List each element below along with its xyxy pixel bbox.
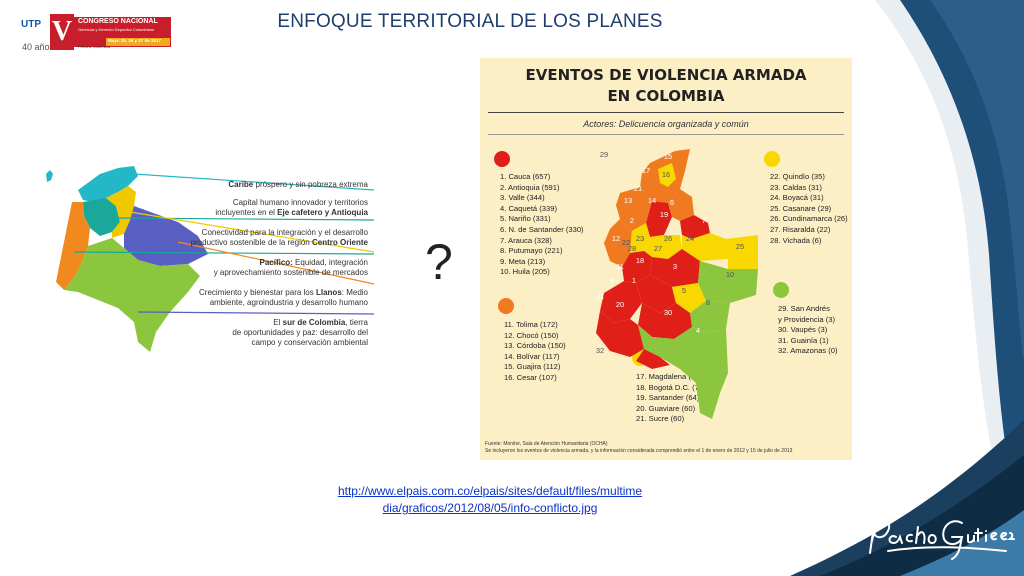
region-llanos-label: Crecimiento y bienestar para los Llanos:…: [168, 288, 368, 308]
territorial-map: Caribe próspero y sin pobreza extrema Ca…: [38, 162, 378, 354]
map-label: 9: [610, 276, 614, 285]
list-item: 31. Guainía (1): [778, 336, 838, 347]
list-red: 1. Cauca (657) 2. Antioquia (591) 3. Val…: [500, 172, 584, 278]
list-item: 24. Boyacá (31): [770, 193, 848, 204]
legend-dot-orange: [498, 298, 514, 314]
map-label: 25: [736, 242, 744, 251]
list-item: 13. Córdoba (150): [504, 341, 566, 352]
map-label: 14: [648, 196, 656, 205]
list-item: 23. Caldas (31): [770, 183, 848, 194]
list-green: 29. San Andrés y Providencia (3) 30. Vau…: [778, 304, 838, 357]
congress-dates: Mayo 25, 26 y 27 de 2017: [108, 38, 161, 43]
list-item: 25. Casanare (29): [770, 204, 848, 215]
map-label: 16: [662, 170, 670, 179]
region-pacifico-label: Pacífico: Equidad, integración y aprovec…: [168, 258, 368, 278]
violence-infographic: EVENTOS DE VIOLENCIA ARMADA EN COLOMBIA …: [480, 58, 852, 460]
list-item: 15. Guajira (112): [504, 362, 566, 373]
list-item: 30. Vaupés (3): [778, 325, 838, 336]
congress-place: Pereira, Colombia: [78, 44, 110, 49]
map-label: 29: [600, 150, 608, 159]
map-label: 6: [670, 198, 674, 207]
list-yellow-b: 22. Quindío (35) 23. Caldas (31) 24. Boy…: [770, 172, 848, 246]
list-item: 2. Antioquia (591): [500, 183, 584, 194]
department-map: 29 15 17 16 21 13 14 6 2 19 7 12 22 23 2…: [580, 143, 760, 423]
list-item: 8. Putumayo (221): [500, 246, 584, 257]
legend-dot-yellow-b: [764, 151, 780, 167]
list-item: 5. Nariño (331): [500, 214, 584, 225]
list-item: 1. Cauca (657): [500, 172, 584, 183]
map-label: 13: [624, 196, 632, 205]
list-item: 4. Caquetá (339): [500, 204, 584, 215]
map-label: 7: [702, 216, 706, 225]
subtitle-divider: [488, 134, 844, 135]
map-label: 23: [636, 234, 644, 243]
list-item: 32. Amazonas (0): [778, 346, 838, 357]
signature: [866, 505, 1016, 565]
map-label: 21: [634, 184, 642, 193]
map-label: 8: [706, 298, 710, 307]
list-item: y Providencia (3): [778, 315, 838, 326]
map-label: 2: [630, 216, 634, 225]
map-label: 3: [673, 262, 677, 271]
map-label: 17: [642, 166, 650, 175]
source-note: Fuente: Monitor, Sala de Atención Humani…: [485, 441, 792, 455]
slide-title: ENFOQUE TERRITORIAL DE LOS PLANES: [0, 11, 940, 33]
list-item: 6. N. de Santander (330): [500, 225, 584, 236]
list-item: 29. San Andrés: [778, 304, 838, 315]
map-label: 1: [632, 276, 636, 285]
list-item: 9. Meta (213): [500, 257, 584, 268]
map-label: 12: [612, 234, 620, 243]
map-label: 30: [664, 308, 672, 317]
map-label: 15: [664, 152, 672, 161]
legend-dot-red: [494, 151, 510, 167]
list-orange: 11. Tolima (172) 12. Chocó (150) 13. Cór…: [504, 320, 566, 384]
title-divider: [488, 112, 844, 113]
map-label: 18: [636, 256, 644, 265]
map-label: 10: [726, 270, 734, 279]
map-label: 19: [660, 210, 668, 219]
list-item: 14. Bolívar (117): [504, 352, 566, 363]
question-mark: ?: [425, 233, 453, 291]
map-label: 32: [596, 346, 604, 355]
list-item: 3. Valle (344): [500, 193, 584, 204]
map-label: 28: [628, 244, 636, 253]
list-item: 22. Quindío (35): [770, 172, 848, 183]
map-label: 11: [616, 262, 624, 271]
list-item: 27. Risaralda (22): [770, 225, 848, 236]
list-item: 10. Huila (205): [500, 267, 584, 278]
list-item: 16. Cesar (107): [504, 373, 566, 384]
legend-dot-green: [773, 282, 789, 298]
actors-subtitle: Actores: Delicuencia organizada y común: [480, 119, 852, 129]
infographic-title: EVENTOS DE VIOLENCIA ARMADA EN COLOMBIA: [480, 65, 852, 107]
map-label: 26: [664, 234, 672, 243]
list-item: 26. Cundinamarca (26): [770, 214, 848, 225]
list-item: 12. Chocó (150): [504, 331, 566, 342]
map-label: 4: [696, 326, 700, 335]
region-caribe-label: Caribe próspero y sin pobreza extrema: [208, 180, 368, 190]
map-label: 20: [616, 300, 624, 309]
region-eje-label: Capital humano innovador y territorios i…: [178, 198, 368, 218]
map-label: 24: [686, 234, 694, 243]
map-label: 31: [596, 292, 604, 301]
map-label: 27: [654, 244, 662, 253]
map-label: 5: [682, 286, 686, 295]
region-sur-label: El sur de Colombia, tierra de oportunida…: [188, 318, 368, 348]
source-link[interactable]: http://www.elpais.com.co/elpais/sites/de…: [280, 483, 700, 517]
list-item: 11. Tolima (172): [504, 320, 566, 331]
list-item: 28. Vichada (6): [770, 236, 848, 247]
list-item: 7. Arauca (328): [500, 236, 584, 247]
region-centro-label: Conectividad para la integración y el de…: [168, 228, 368, 248]
